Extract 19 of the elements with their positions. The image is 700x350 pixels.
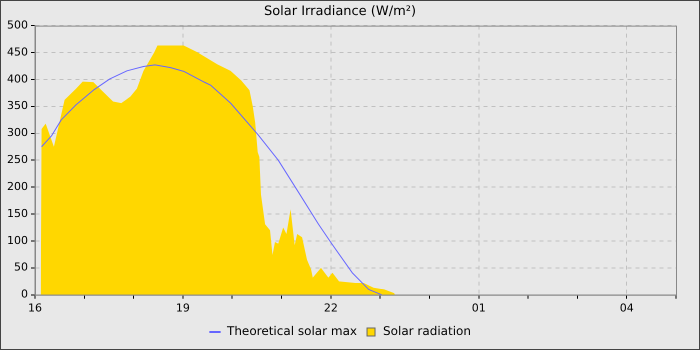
y-tick-label: 300 — [6, 126, 28, 140]
x-tick-label: 04 — [620, 301, 634, 314]
y-tick-label: 50 — [14, 260, 28, 274]
legend-label: Theoretical solar max — [226, 324, 358, 338]
y-tick-label: 200 — [6, 180, 28, 193]
y-tick-label: 350 — [6, 99, 28, 112]
x-tick-label: 19 — [176, 301, 190, 314]
y-tick-label: 450 — [6, 45, 28, 58]
x-tick-label: 22 — [324, 301, 338, 314]
y-tick-label: 150 — [6, 206, 28, 220]
chart-title: Solar Irradiance (W/m²) — [264, 4, 416, 20]
legend-label: Solar radiation — [383, 324, 472, 338]
y-tick-label: 500 — [6, 18, 28, 32]
x-tick-label: 01 — [472, 301, 486, 314]
y-tick-label: 0 — [20, 288, 28, 301]
x-tick-label: 16 — [28, 301, 42, 314]
y-tick-label: 100 — [6, 234, 28, 247]
y-tick-label: 250 — [6, 153, 28, 166]
y-tick-label: 400 — [6, 72, 28, 86]
